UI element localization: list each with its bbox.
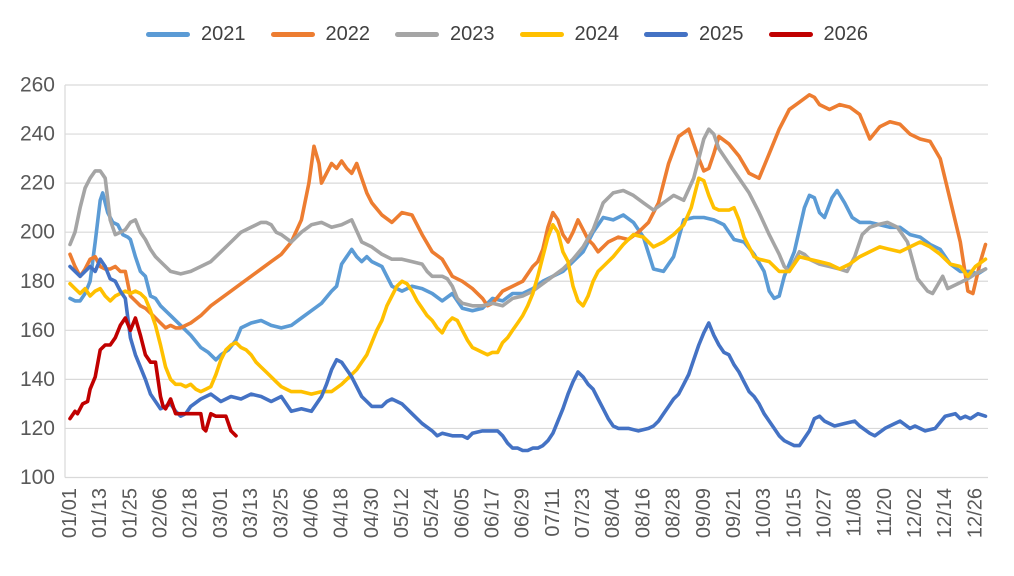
- legend-item-2021: 2021: [146, 24, 246, 44]
- x-tick-label: 05/12: [391, 488, 413, 538]
- x-tick-label: 08/28: [663, 488, 685, 538]
- legend-swatch-icon: [644, 31, 688, 37]
- legend-item-2022: 2022: [270, 23, 371, 45]
- legend-label: 2026: [823, 23, 869, 45]
- x-tick-label: 12/26: [964, 488, 986, 538]
- x-tick-label: 10/27: [814, 488, 836, 538]
- x-tick-label: 02/06: [150, 488, 172, 538]
- x-tick-label: 04/06: [300, 488, 322, 538]
- series-line-2021: [68, 188, 988, 362]
- chart-legend: 2021 2022 2023 2024 2025 2026: [0, 24, 1014, 44]
- legend-swatch-icon: [270, 31, 315, 37]
- legend-label: 2023: [450, 23, 495, 45]
- legend-label: 2022: [325, 23, 371, 45]
- x-tick-label: 10/15: [783, 488, 805, 538]
- legend-item-2024: 2024: [519, 23, 620, 45]
- x-tick-label: 03/25: [270, 488, 292, 538]
- x-tick-label: 05/24: [421, 488, 443, 538]
- x-tick-label: 10/03: [753, 488, 775, 538]
- x-tick-label: 11/20: [874, 488, 896, 537]
- y-tick-label: 180: [20, 270, 55, 293]
- x-tick-label: 12/02: [904, 488, 926, 538]
- x-tick-label: 09/09: [693, 488, 715, 538]
- legend-swatch-icon: [519, 31, 564, 37]
- y-tick-label: 100: [20, 466, 55, 489]
- legend-label: 2024: [574, 23, 620, 45]
- y-tick-label: 120: [20, 417, 55, 440]
- x-tick-label: 06/17: [482, 488, 504, 538]
- x-tick-label: 08/16: [632, 488, 654, 538]
- x-tick-label: 12/14: [934, 488, 956, 538]
- legend-label: 2021: [201, 23, 246, 45]
- x-tick-label: 06/05: [451, 488, 473, 538]
- legend-item-2023: 2023: [395, 24, 495, 44]
- series-line-2026: [68, 316, 238, 438]
- y-tick-label: 200: [20, 221, 55, 244]
- legend-item-2025: 2025: [644, 24, 744, 44]
- y-tick-label: 160: [20, 319, 55, 342]
- x-tick-label: 09/21: [723, 488, 745, 538]
- x-tick-label: 07/11: [542, 488, 564, 537]
- x-tick-label: 02/18: [180, 488, 202, 538]
- x-tick-label: 01/13: [89, 488, 111, 538]
- y-tick-label: 240: [20, 123, 55, 146]
- x-tick-label: 01/01: [59, 488, 81, 538]
- x-tick-label: 08/04: [602, 488, 624, 538]
- legend-swatch-icon: [146, 31, 190, 37]
- x-tick-label: 01/25: [119, 488, 141, 538]
- y-tick-label: 260: [20, 74, 55, 97]
- y-tick-label: 140: [20, 368, 55, 391]
- x-tick-label: 06/29: [512, 488, 534, 538]
- x-tick-label: 03/13: [240, 488, 262, 538]
- series-line-2024: [68, 176, 988, 396]
- series-line-2025: [68, 257, 988, 453]
- x-tick-label: 07/23: [572, 488, 594, 538]
- x-tick-label: 04/18: [331, 488, 353, 538]
- legend-item-2026: 2026: [768, 23, 869, 45]
- legend-swatch-icon: [395, 31, 439, 37]
- series-line-2022: [68, 93, 988, 330]
- x-tick-label: 04/30: [361, 488, 383, 538]
- x-tick-label: 03/01: [210, 488, 232, 538]
- series-line-2023: [68, 127, 988, 308]
- y-tick-label: 220: [20, 172, 55, 195]
- x-tick-label: 11/08: [844, 488, 866, 537]
- legend-label: 2025: [699, 23, 744, 45]
- legend-swatch-icon: [768, 31, 813, 37]
